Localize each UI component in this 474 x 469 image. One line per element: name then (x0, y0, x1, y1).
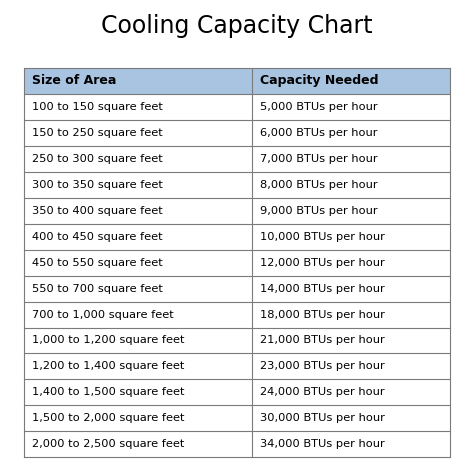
Text: 24,000 BTUs per hour: 24,000 BTUs per hour (261, 387, 385, 397)
Text: Size of Area: Size of Area (32, 75, 117, 88)
Text: 700 to 1,000 square feet: 700 to 1,000 square feet (32, 310, 174, 319)
Text: 1,500 to 2,000 square feet: 1,500 to 2,000 square feet (32, 413, 185, 424)
Text: 34,000 BTUs per hour: 34,000 BTUs per hour (261, 439, 385, 449)
Text: 5,000 BTUs per hour: 5,000 BTUs per hour (261, 102, 378, 112)
Text: 350 to 400 square feet: 350 to 400 square feet (32, 206, 163, 216)
Text: 7,000 BTUs per hour: 7,000 BTUs per hour (261, 154, 378, 164)
Text: 21,000 BTUs per hour: 21,000 BTUs per hour (261, 335, 385, 346)
Text: 10,000 BTUs per hour: 10,000 BTUs per hour (261, 232, 385, 242)
Text: 150 to 250 square feet: 150 to 250 square feet (32, 128, 163, 138)
Text: 12,000 BTUs per hour: 12,000 BTUs per hour (261, 257, 385, 268)
Text: 2,000 to 2,500 square feet: 2,000 to 2,500 square feet (32, 439, 184, 449)
Text: 250 to 300 square feet: 250 to 300 square feet (32, 154, 163, 164)
Text: 100 to 150 square feet: 100 to 150 square feet (32, 102, 163, 112)
Text: 8,000 BTUs per hour: 8,000 BTUs per hour (261, 180, 378, 190)
Text: 9,000 BTUs per hour: 9,000 BTUs per hour (261, 206, 378, 216)
Text: 1,000 to 1,200 square feet: 1,000 to 1,200 square feet (32, 335, 185, 346)
Text: Capacity Needed: Capacity Needed (261, 75, 379, 88)
Text: 300 to 350 square feet: 300 to 350 square feet (32, 180, 163, 190)
Text: 30,000 BTUs per hour: 30,000 BTUs per hour (261, 413, 385, 424)
Text: 1,200 to 1,400 square feet: 1,200 to 1,400 square feet (32, 362, 184, 371)
Text: 6,000 BTUs per hour: 6,000 BTUs per hour (261, 128, 378, 138)
Text: 450 to 550 square feet: 450 to 550 square feet (32, 257, 163, 268)
Text: 23,000 BTUs per hour: 23,000 BTUs per hour (261, 362, 385, 371)
Text: 550 to 700 square feet: 550 to 700 square feet (32, 284, 163, 294)
Text: 1,400 to 1,500 square feet: 1,400 to 1,500 square feet (32, 387, 185, 397)
Text: 400 to 450 square feet: 400 to 450 square feet (32, 232, 163, 242)
Text: Cooling Capacity Chart: Cooling Capacity Chart (101, 14, 373, 38)
Text: 14,000 BTUs per hour: 14,000 BTUs per hour (261, 284, 385, 294)
Text: 18,000 BTUs per hour: 18,000 BTUs per hour (261, 310, 385, 319)
